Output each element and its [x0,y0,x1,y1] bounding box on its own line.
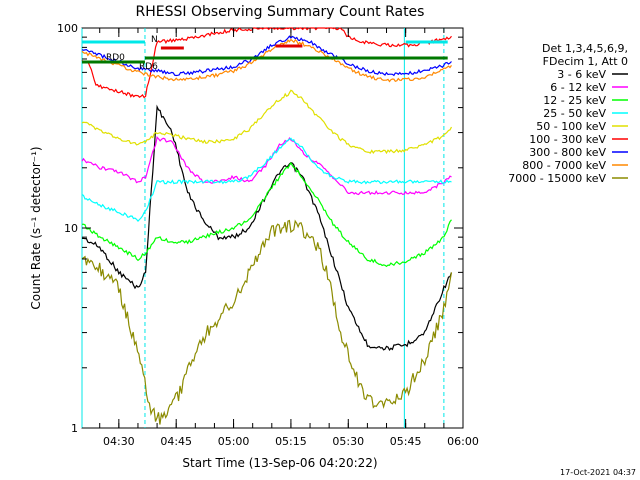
series-line [81,161,452,268]
legend-entry-label: 800 - 7000 keV [522,159,606,172]
timestamp: 17-Oct-2021 04:37 [560,468,636,477]
flag-bars: RD0 RD6 N [82,35,448,72]
series-layer [81,27,453,425]
y-tick-label: 100 [57,22,78,35]
vertical-markers [81,28,445,428]
plot-frame [81,27,464,429]
legend: Det 1,3,4,5,6,9, FDecim 1, Att 0 3 - 6 k… [508,42,628,185]
x-tick-label: 05:00 [218,435,250,448]
legend-header-2: FDecim 1, Att 0 [543,55,628,68]
flag-label-rd0: RD0 [106,53,125,63]
series-line [81,137,452,223]
legend-entry-label: 12 - 25 keV [543,94,606,107]
legend-entry-label: 3 - 6 keV [557,68,606,81]
legend-entry-label: 6 - 12 keV [550,81,606,94]
series-line [81,104,453,351]
flag-label-rd6: RD6 [139,62,158,72]
series-line [81,27,452,99]
legend-entry-label: 50 - 100 keV [536,120,606,133]
legend-entry-label: 100 - 300 keV [529,133,606,146]
series-line [81,219,453,425]
chart-title: RHESSI Observing Summary Count Rates [136,4,425,20]
x-tick-label: 05:15 [275,435,307,448]
x-tick-label: 05:45 [390,435,422,448]
series-line [81,38,452,83]
axes: 1 10 100 04:30 04:45 05:00 05:15 05:30 05:45 06:0… [57,22,479,448]
y-tick-label: 1 [71,422,78,435]
x-tick-label: 04:45 [160,435,192,448]
y-tick-label: 10 [64,222,78,235]
legend-entry-label: 25 - 50 keV [543,107,606,120]
series-line [81,89,453,155]
legend-entry-label: 7000 - 15000 keV [508,172,606,185]
x-tick-label: 04:30 [103,435,135,448]
x-tick-label: 05:30 [332,435,364,448]
flag-label-n: N [151,35,158,45]
x-axis-label: Start Time (13-Sep-06 04:20:22) [182,456,377,470]
plot-area: RD0 RD6 N 1 10 100 04:30 04:45 05:00 05:15 05:3… [57,22,479,448]
legend-entry-label: 300 - 800 keV [529,146,606,159]
series-line [81,136,452,196]
legend-header-1: Det 1,3,4,5,6,9, [542,42,628,55]
x-tick-label: 06:00 [447,435,479,448]
y-axis-label: Count Rate (s⁻¹ detector⁻¹) [29,146,43,309]
series-line [81,35,452,77]
